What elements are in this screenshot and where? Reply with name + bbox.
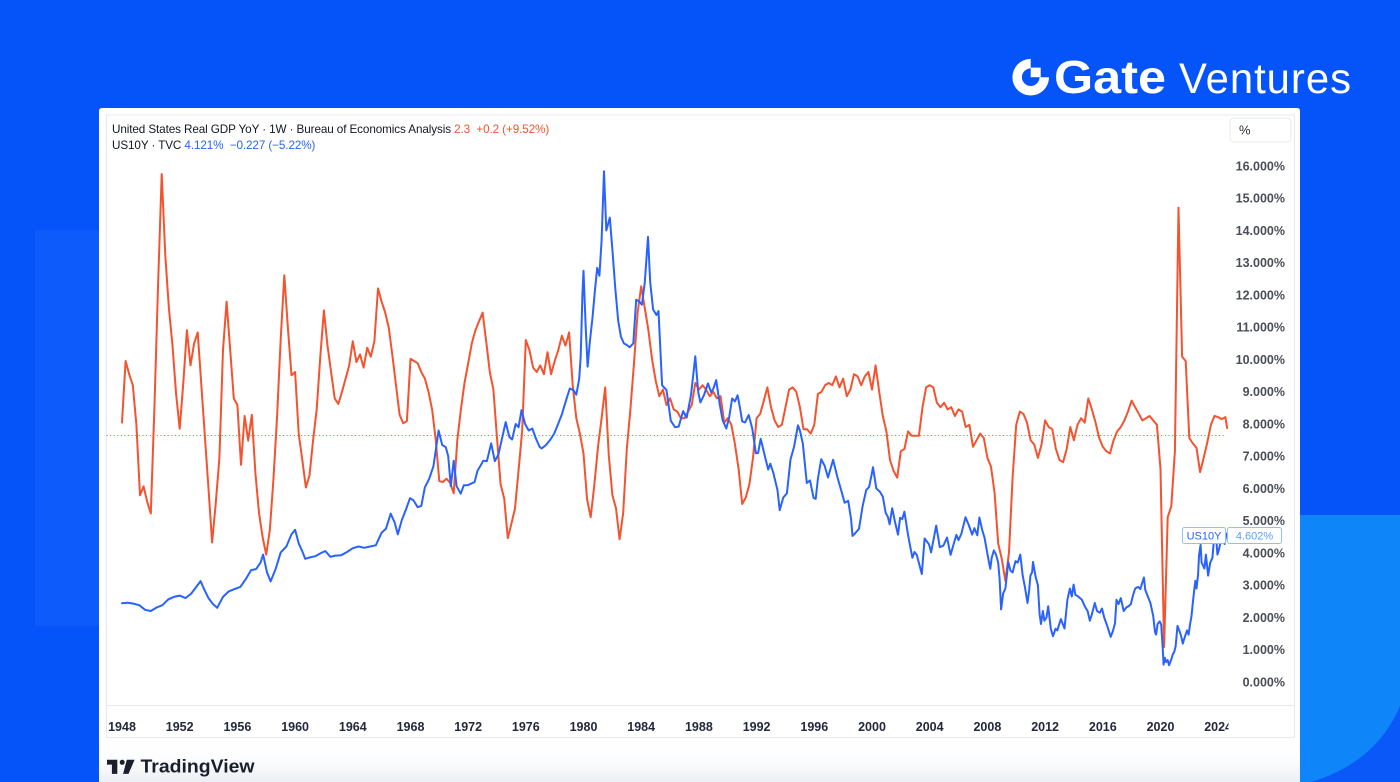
svg-text:1988: 1988	[685, 720, 713, 734]
svg-text:US10Y: US10Y	[1187, 531, 1223, 543]
svg-text:1956: 1956	[223, 720, 251, 734]
svg-text:2.000%: 2.000%	[1243, 611, 1285, 625]
svg-text:1948: 1948	[108, 720, 136, 734]
svg-text:%: %	[1239, 123, 1251, 138]
svg-text:6.000%: 6.000%	[1243, 482, 1285, 496]
svg-text:0.000%: 0.000%	[1243, 675, 1285, 689]
svg-text:United States Real GDP YoY · 1: United States Real GDP YoY · 1W · Bureau…	[112, 123, 549, 136]
svg-text:2000: 2000	[858, 720, 886, 734]
svg-text:10.000%: 10.000%	[1236, 353, 1285, 367]
svg-text:2016: 2016	[1089, 720, 1117, 734]
svg-text:1964: 1964	[339, 720, 367, 734]
svg-text:8.000%: 8.000%	[1243, 417, 1285, 431]
svg-text:1.000%: 1.000%	[1243, 643, 1285, 657]
svg-text:2004: 2004	[916, 720, 944, 734]
svg-text:13.000%: 13.000%	[1236, 256, 1285, 270]
svg-text:11.000%: 11.000%	[1236, 321, 1285, 335]
svg-text:2020: 2020	[1147, 720, 1175, 734]
svg-text:Gate: Gate	[1054, 51, 1166, 103]
svg-text:7.000%: 7.000%	[1243, 450, 1285, 464]
svg-text:1976: 1976	[512, 720, 540, 734]
svg-text:1984: 1984	[627, 720, 655, 734]
svg-text:Ventures: Ventures	[1179, 55, 1352, 103]
svg-text:14.000%: 14.000%	[1236, 224, 1285, 238]
svg-text:1968: 1968	[397, 720, 425, 734]
svg-text:2024: 2024	[1204, 720, 1232, 734]
svg-text:12.000%: 12.000%	[1236, 288, 1285, 302]
svg-text:1960: 1960	[281, 720, 309, 734]
svg-text:TradingView: TradingView	[141, 756, 256, 777]
svg-text:1996: 1996	[800, 720, 828, 734]
svg-text:1952: 1952	[166, 720, 194, 734]
svg-text:1972: 1972	[454, 720, 482, 734]
svg-text:1980: 1980	[570, 720, 598, 734]
svg-text:5.000%: 5.000%	[1243, 514, 1285, 528]
svg-text:4.602%: 4.602%	[1236, 531, 1274, 543]
svg-text:15.000%: 15.000%	[1236, 192, 1285, 206]
svg-text:4.000%: 4.000%	[1243, 546, 1285, 560]
svg-text:1992: 1992	[743, 720, 771, 734]
svg-text:2008: 2008	[973, 720, 1001, 734]
svg-text:US10Y · TVC 4.121% −0.227 (−5: US10Y · TVC 4.121% −0.227 (−5.22%)	[112, 139, 316, 152]
svg-text:16.000%: 16.000%	[1236, 159, 1285, 173]
svg-text:9.000%: 9.000%	[1243, 385, 1285, 399]
svg-text:2012: 2012	[1031, 720, 1059, 734]
svg-text:3.000%: 3.000%	[1243, 579, 1285, 593]
